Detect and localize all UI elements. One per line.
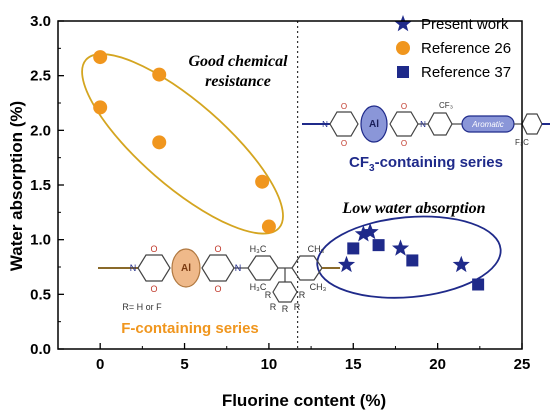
data-points [93,50,485,291]
x-tick-label: 10 [261,356,278,373]
legend-label-reference-37: Reference 37 [421,64,511,81]
o-label: O [150,284,157,294]
data-point-circle [152,135,167,150]
x-tick-label: 25 [514,356,531,373]
x-tick-label: 5 [180,356,188,373]
r-label: R [270,302,277,312]
data-point-star [392,239,410,256]
annotation-resistance: resistance [205,73,271,90]
y-tick-label: 0.0 [30,341,51,358]
group-ellipses [81,53,502,299]
annotation-r-equals: R= H or F [122,302,162,312]
annotation-good-chemical: Good chemical [188,53,288,70]
o-label: O [401,102,407,111]
data-point-circle [93,50,108,65]
cf3-rest: -containing series [375,154,503,171]
aromatic-label: Aromatic [471,120,504,129]
data-point-star [354,225,372,242]
cf3-series-structure-diagram [302,105,550,143]
al-label: Al [181,263,191,274]
x-tick-label: 15 [345,356,362,373]
o-label: O [401,139,407,148]
legend: Present work Reference 26 Reference 37 [394,15,511,81]
plot-frame [57,20,523,350]
n-label: N [322,120,328,129]
r-label: R [299,290,306,300]
f-series-ellipse [81,53,284,235]
cf3-subscript: 3 [369,163,375,174]
h3c-label: H₃C [250,282,267,292]
data-point-circle [255,174,270,189]
cf3-series-ellipse [316,215,502,299]
data-point-circle [152,67,167,82]
x-tick-label: 20 [429,356,446,373]
al-ellipse [171,248,201,288]
y-axis-title: Water absorption (%) [7,101,26,271]
cf3-label: CF₃ [439,101,453,110]
legend-markers [394,15,412,78]
legend-label-present-work: Present work [421,16,509,33]
data-point-square [347,242,360,255]
legend-label-reference-26: Reference 26 [421,40,511,57]
y-tick-label: 1.0 [30,232,51,249]
annotation-low-water-absorption: Low water absorption [341,200,485,217]
y-tick-label: 3.0 [30,13,51,30]
ch3-label: CH₃ [308,244,325,254]
ch3-label: CH₃ [310,282,327,292]
legend-marker-square [397,66,409,78]
o-label: O [214,244,221,254]
f-series-structure-diagram [98,248,340,303]
o-label: O [341,139,347,148]
y-tick-labels: 0.0 0.5 1.0 1.5 2.0 2.5 3.0 [30,13,51,358]
al-ellipse [360,105,388,143]
r-label: R [265,290,272,300]
legend-marker-star [394,15,412,32]
data-point-star [452,255,470,273]
data-point-square [372,239,385,252]
data-point-square [406,254,419,267]
f-series-structure-labels: Al N N O O O O H₃C CH₃ H₃C CH₃ R R R R R [130,244,327,314]
data-point-circle [93,100,108,115]
y-tick-label: 2.0 [30,122,51,139]
h3c-label: H₃C [250,244,267,254]
data-point-star [361,223,379,240]
x-tick-label: 0 [96,356,104,373]
data-point-circle [261,219,276,234]
al-label: Al [369,119,379,130]
x-axis-title: Fluorine content (%) [222,391,386,410]
n-label: N [235,263,242,273]
n-label: N [130,263,137,273]
legend-marker-circle [396,41,410,55]
annotation-cf3-containing-series: CF3-containing series [349,154,503,174]
cf3-cf: CF [349,154,369,171]
o-label: O [341,102,347,111]
y-tick-label: 1.5 [30,177,51,194]
y-tick-label: 2.5 [30,68,51,85]
n-label: N [420,120,426,129]
cf3-series-structure-labels: Al Aromatic N N O O O O CF₃ F₃C [322,101,529,148]
data-point-star [338,255,356,273]
annotation-f-containing-series: F-containing series [121,320,259,337]
r-label: R [282,304,289,314]
r-label: R [294,302,301,312]
o-label: O [150,244,157,254]
o-label: O [214,284,221,294]
y-tick-label: 0.5 [30,286,51,303]
data-point-square [472,278,485,291]
x-tick-labels: 0 5 10 15 20 25 [96,356,530,373]
